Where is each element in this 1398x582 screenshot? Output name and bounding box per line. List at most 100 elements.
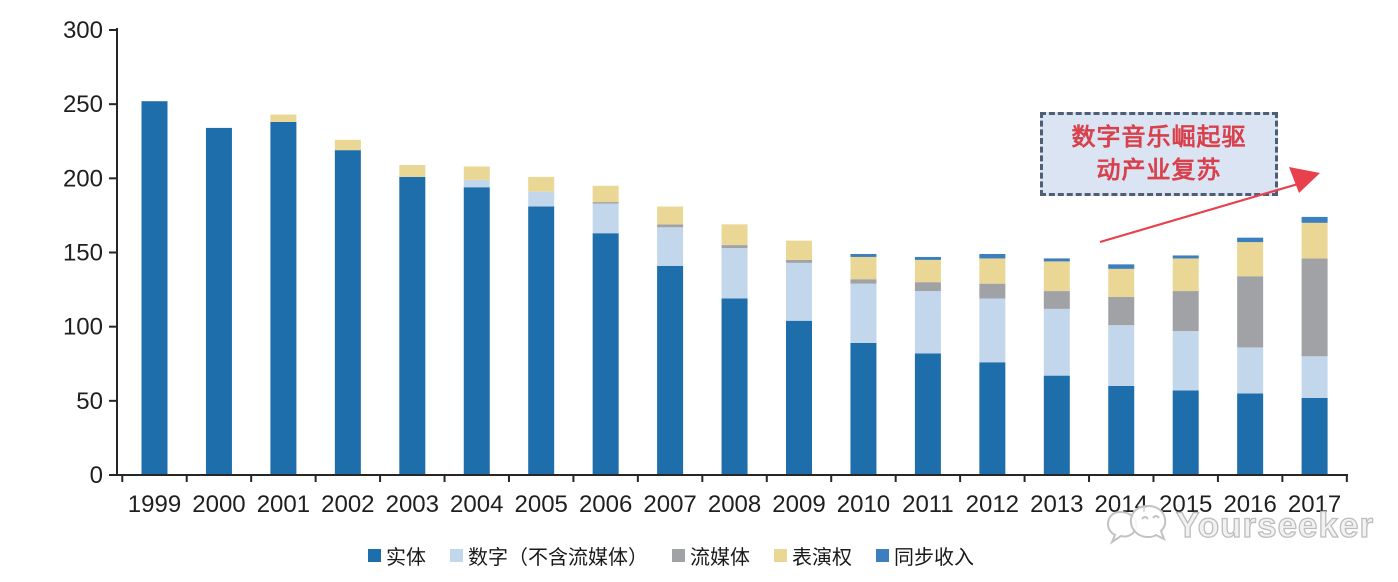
- bar-segment-2004-series-3: [463, 166, 490, 180]
- y-tick-label: 250: [63, 91, 103, 118]
- bar-segment-2010-series-0: [850, 342, 877, 475]
- x-tick-label: 2015: [1159, 491, 1212, 518]
- bar-segment-2006-series-3: [592, 185, 619, 203]
- bar-segment-2011-series-0: [914, 353, 941, 475]
- bar-segment-2001-series-0: [270, 121, 297, 475]
- bar-segment-2012-series-1: [979, 298, 1006, 363]
- x-tick-label: 2013: [1030, 491, 1083, 518]
- bar-segment-2013-series-4: [1043, 258, 1070, 262]
- x-tick-label: 2001: [257, 491, 310, 518]
- x-tick-label: 2011: [902, 491, 954, 518]
- bar-segment-2010-series-2: [850, 279, 877, 284]
- bar-segment-2014-series-1: [1108, 325, 1135, 386]
- legend-label: 同步收入: [894, 547, 974, 569]
- y-tick-label: 150: [63, 240, 103, 267]
- bar-segment-2016-series-4: [1237, 237, 1264, 243]
- bar-segment-1999-series-0: [141, 101, 168, 475]
- bar-segment-2000-series-0: [205, 127, 232, 476]
- x-tick-label: 2009: [772, 491, 825, 518]
- x-tick-label: 2017: [1288, 491, 1341, 518]
- bar-segment-2015-series-3: [1172, 258, 1199, 292]
- legend-item-3: 表演权: [774, 541, 852, 570]
- y-tick-label: 100: [63, 314, 103, 341]
- bar-segment-2011-series-3: [914, 259, 941, 283]
- bar-segment-2015-series-4: [1172, 255, 1199, 259]
- legend-item-0: 实体: [368, 541, 426, 570]
- x-tick-label: 2008: [708, 491, 761, 518]
- bar-segment-2012-series-4: [979, 253, 1006, 259]
- x-tick-label: 2012: [966, 491, 1019, 518]
- bar-segment-2009-series-1: [786, 262, 812, 321]
- legend-swatch-icon: [672, 549, 685, 562]
- bar-segment-2010-series-4: [850, 253, 877, 257]
- bar-segment-2014-series-2: [1108, 297, 1135, 326]
- bar-segment-2009-series-3: [786, 240, 812, 260]
- x-tick-label: 2006: [579, 491, 632, 518]
- x-tick-label: 2005: [515, 491, 568, 518]
- bar-segment-2004-series-0: [463, 187, 490, 475]
- annotation-callout: 数字音乐崛起驱 动产业复苏: [1040, 112, 1278, 196]
- bar-segment-2012-series-0: [979, 362, 1006, 475]
- bar-segment-2017-series-2: [1301, 258, 1328, 357]
- bar-segment-2009-series-0: [786, 320, 812, 475]
- bar-segment-2008-series-0: [721, 298, 748, 475]
- x-tick-label: 2016: [1223, 491, 1276, 518]
- legend: 实体 数字（不含流媒体） 流媒体 表演权 同步收入: [368, 541, 974, 570]
- bar-segment-2008-series-2: [721, 245, 748, 249]
- legend-swatch-icon: [450, 549, 463, 562]
- bar-segment-2016-series-3: [1237, 242, 1264, 277]
- bar-segment-2017-series-1: [1301, 356, 1328, 398]
- bar-segment-2003-series-3: [399, 164, 426, 177]
- chat-bubbles-icon: [1106, 504, 1167, 545]
- legend-label: 数字（不含流媒体）: [468, 547, 648, 569]
- legend-label: 实体: [386, 547, 426, 569]
- x-tick-label: 2004: [450, 491, 503, 518]
- bar-segment-2007-series-0: [657, 265, 684, 475]
- y-tick-label: 200: [63, 165, 103, 192]
- bar-segment-2009-series-2: [786, 259, 812, 263]
- bar-segment-2015-series-1: [1172, 331, 1199, 391]
- bar-segment-2014-series-3: [1108, 268, 1135, 297]
- legend-label: 流媒体: [690, 547, 750, 569]
- legend-item-2: 流媒体: [672, 541, 750, 570]
- x-tick-label: 2000: [192, 491, 245, 518]
- bar-segment-2012-series-3: [979, 258, 1006, 284]
- bar-segment-2014-series-0: [1108, 386, 1135, 475]
- bar-segment-2016-series-0: [1237, 393, 1264, 475]
- bar-segment-2008-series-3: [721, 224, 748, 246]
- bar-segment-2007-series-3: [657, 206, 684, 225]
- y-tick-label: 0: [90, 462, 103, 489]
- legend-label: 表演权: [792, 547, 852, 569]
- bar-segment-2017-series-0: [1301, 397, 1328, 475]
- bar-segment-2007-series-1: [657, 227, 684, 266]
- y-tick-label: 50: [76, 388, 103, 415]
- bar-segment-2007-series-2: [657, 224, 684, 228]
- bar-segment-2004-series-1: [463, 179, 490, 188]
- x-tick-label: 2007: [643, 491, 696, 518]
- bar-segment-2013-series-3: [1043, 261, 1070, 292]
- annotation-line-1: 数字音乐崛起驱: [1071, 124, 1247, 151]
- bar-segment-2002-series-3: [334, 139, 361, 151]
- bar-segment-2010-series-3: [850, 256, 877, 280]
- x-tick-label: 2010: [837, 491, 890, 518]
- x-tick-label: 2002: [321, 491, 374, 518]
- bar-segment-2005-series-1: [528, 191, 555, 207]
- watermark-text: Yourseeker: [1175, 505, 1375, 545]
- y-tick-label: 300: [63, 17, 103, 44]
- bar-segment-2002-series-0: [334, 150, 361, 475]
- bar-segment-2005-series-0: [528, 206, 555, 475]
- bar-segment-2013-series-1: [1043, 308, 1070, 376]
- bar-segment-2011-series-2: [914, 282, 941, 292]
- legend-swatch-icon: [876, 549, 889, 562]
- bar-segment-2005-series-3: [528, 176, 555, 192]
- bar-segment-2003-series-0: [399, 176, 426, 475]
- bar-segment-2013-series-2: [1043, 291, 1070, 309]
- watermark: Yourseeker: [1106, 500, 1374, 552]
- bar-segment-2001-series-3: [270, 114, 297, 122]
- bar-segment-2011-series-4: [914, 256, 941, 260]
- bar-segment-2006-series-1: [592, 203, 619, 234]
- bar-segment-2011-series-1: [914, 291, 941, 354]
- legend-swatch-icon: [774, 549, 787, 562]
